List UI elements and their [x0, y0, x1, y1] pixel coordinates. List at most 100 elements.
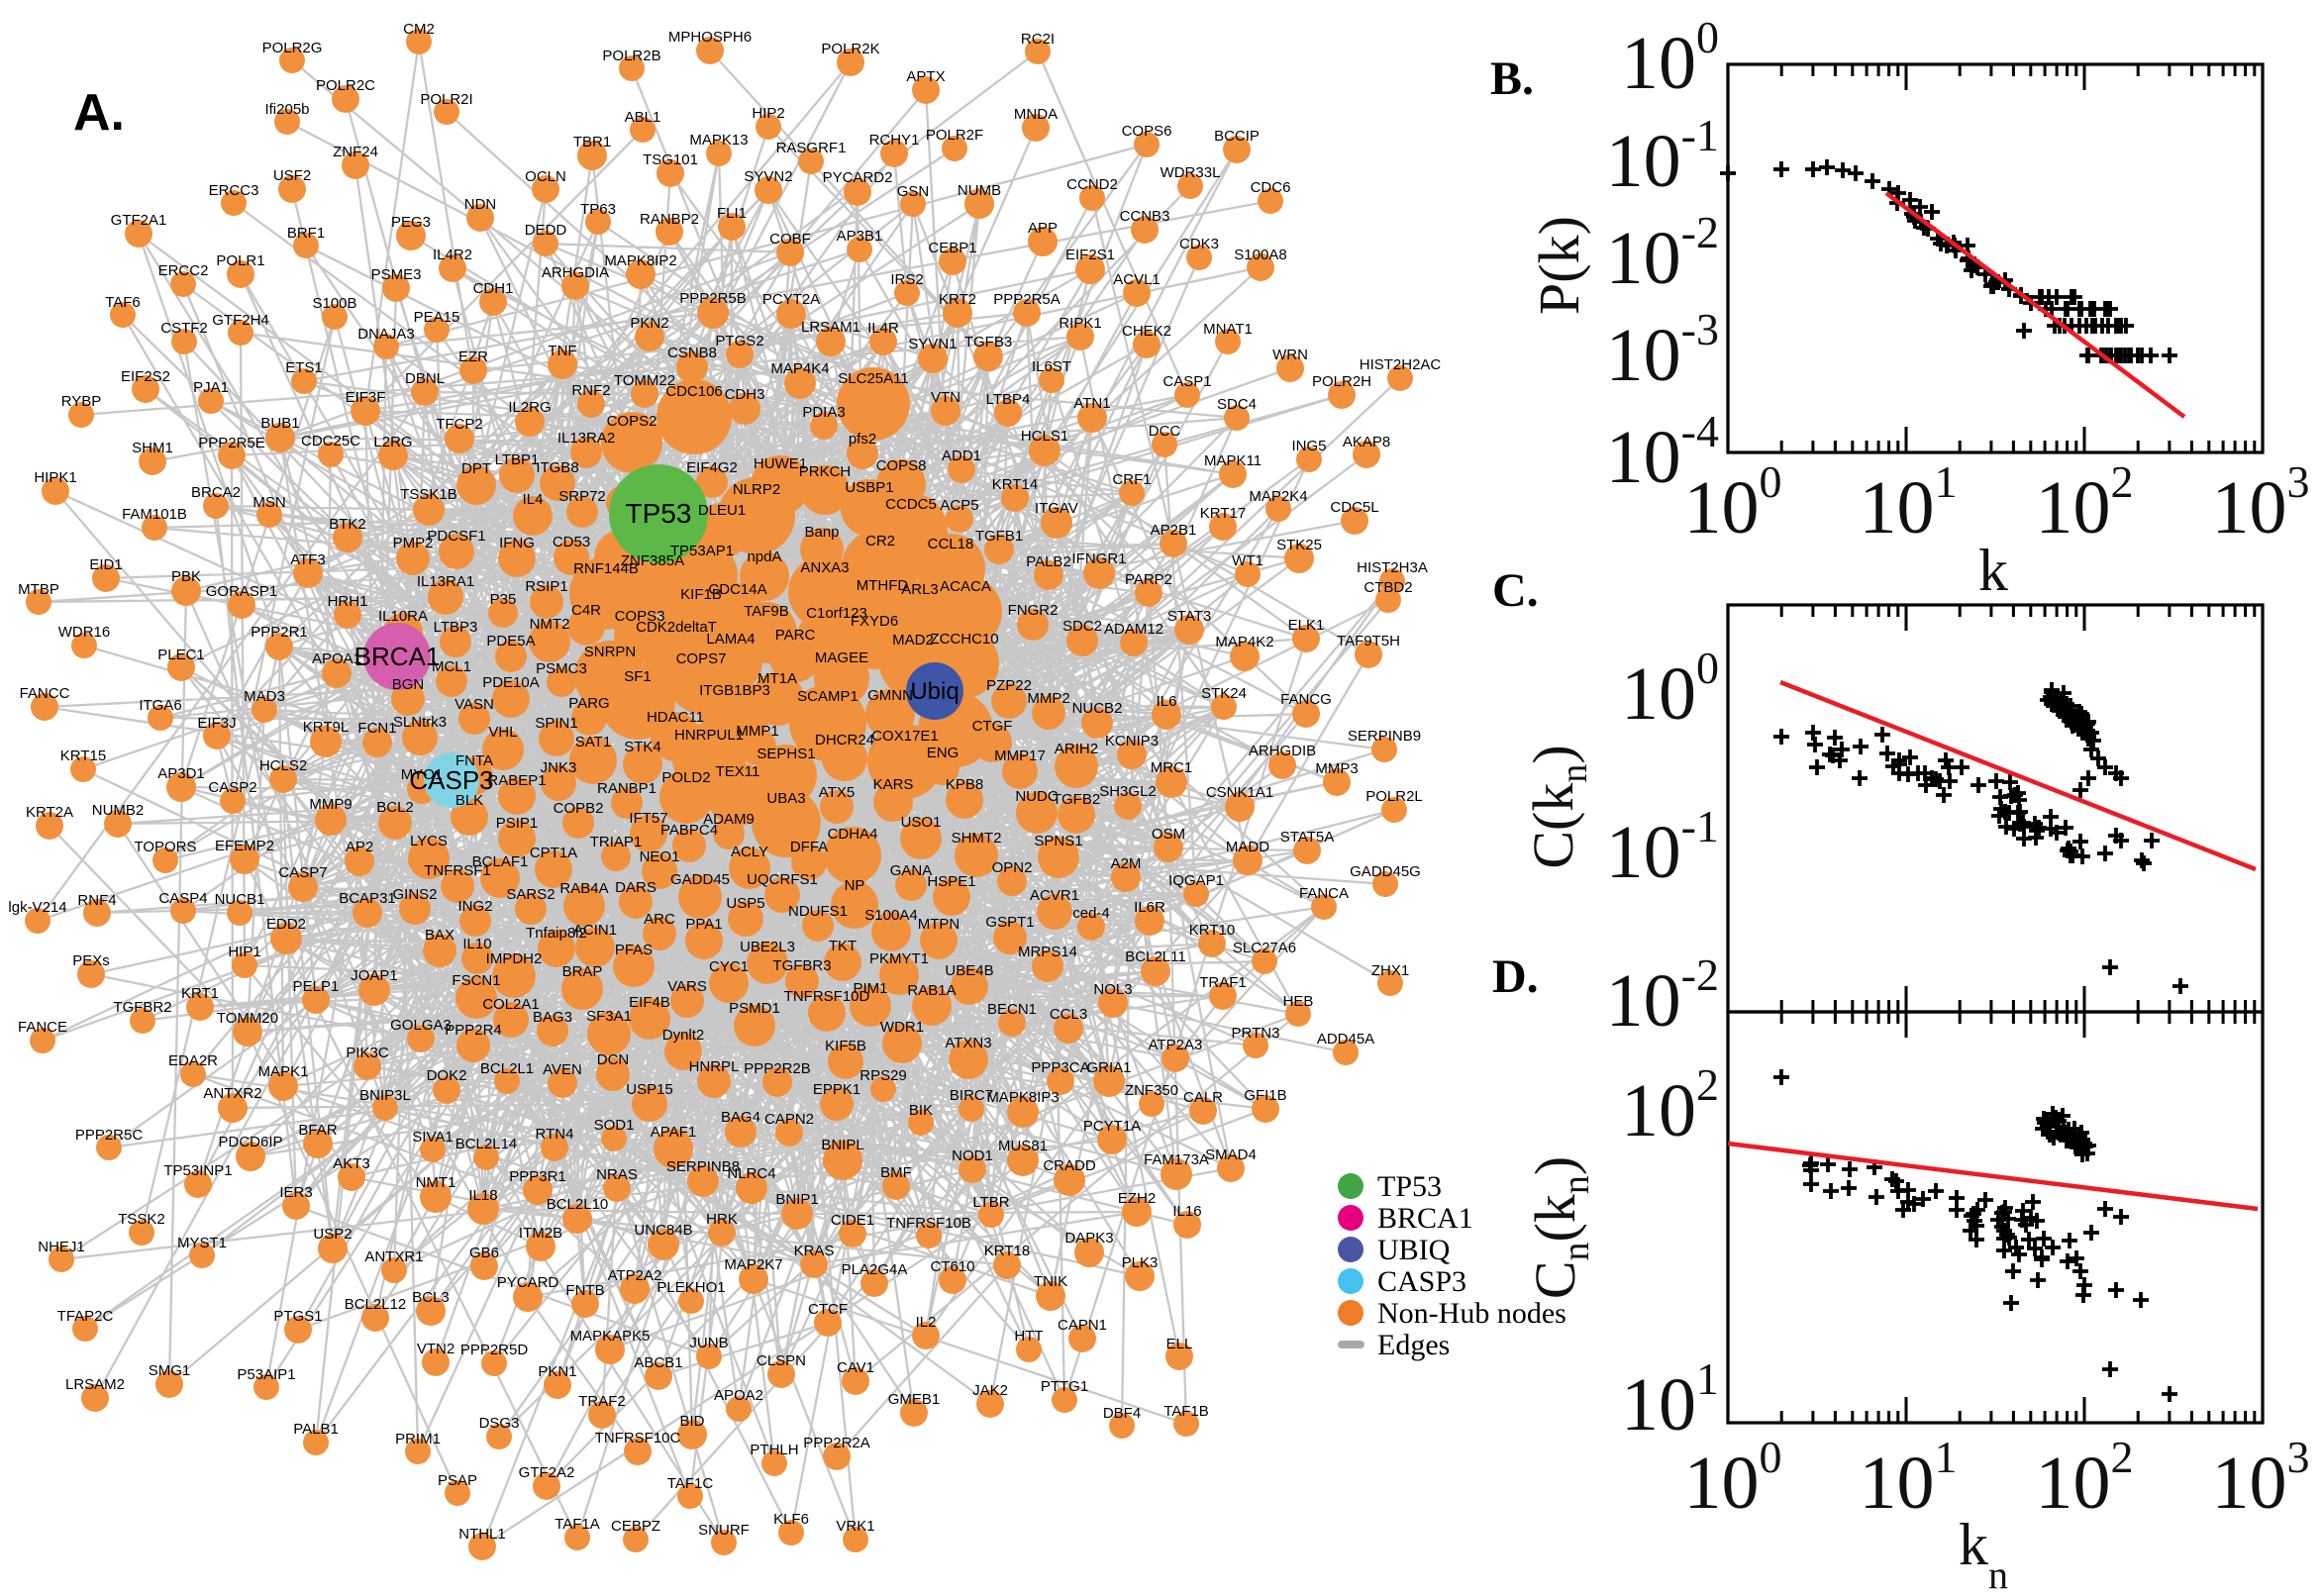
svg-text:CDHA4: CDHA4: [828, 826, 878, 843]
svg-text:ZHX1: ZHX1: [1371, 962, 1409, 979]
svg-text:BNIP3L: BNIP3L: [359, 1087, 411, 1104]
svg-text:NDUFS1: NDUFS1: [788, 903, 848, 920]
svg-text:PELP1: PELP1: [293, 978, 340, 995]
svg-text:CCL3: CCL3: [1050, 1006, 1087, 1023]
svg-text:ATF3: ATF3: [290, 551, 326, 568]
svg-text:SMAD4: SMAD4: [1205, 1147, 1257, 1163]
svg-text:GTF2A2: GTF2A2: [519, 1464, 575, 1481]
svg-text:APTX: APTX: [906, 68, 945, 85]
svg-text:L2RG: L2RG: [373, 434, 412, 450]
svg-text:MAPK13: MAPK13: [689, 132, 748, 149]
svg-text:FANCE: FANCE: [18, 1019, 67, 1036]
svg-text:COPS7: COPS7: [676, 650, 727, 667]
svg-text:WDR16: WDR16: [58, 624, 111, 641]
svg-text:k: k: [1978, 538, 2008, 603]
svg-text:ACVL1: ACVL1: [1113, 271, 1161, 288]
svg-text:ced-4: ced-4: [1072, 905, 1110, 922]
svg-text:RANBP1: RANBP1: [597, 780, 656, 797]
svg-text:TSG101: TSG101: [643, 151, 698, 168]
svg-text:TNFRSF1: TNFRSF1: [424, 862, 491, 879]
svg-text:PSIP1: PSIP1: [496, 815, 539, 832]
svg-text:MNDA: MNDA: [1014, 106, 1058, 123]
svg-text:KCNIP3: KCNIP3: [1105, 733, 1159, 749]
svg-text:MTBP: MTBP: [18, 581, 59, 598]
svg-text:POLR2F: POLR2F: [926, 127, 983, 144]
svg-text:DHCR24: DHCR24: [815, 732, 874, 748]
svg-text:TAF9T5H: TAF9T5H: [1337, 633, 1400, 649]
svg-text:CSTF2: CSTF2: [160, 320, 208, 337]
svg-text:CIDE1: CIDE1: [831, 1212, 874, 1229]
svg-text:GFI1B: GFI1B: [1244, 1087, 1286, 1104]
svg-text:BAG3: BAG3: [533, 1009, 572, 1026]
svg-text:C4R: C4R: [571, 602, 601, 619]
svg-text:BRF1: BRF1: [287, 225, 325, 242]
svg-text:COPS8: COPS8: [876, 457, 927, 474]
svg-text:PALB1: PALB1: [293, 1421, 339, 1438]
svg-text:CDC14A: CDC14A: [708, 581, 766, 598]
svg-text:TAF6: TAF6: [105, 294, 141, 311]
svg-text:KLF6: KLF6: [773, 1511, 809, 1528]
svg-text:PPP2R5B: PPP2R5B: [679, 290, 747, 307]
svg-text:FXYD6: FXYD6: [851, 613, 898, 630]
svg-text:PPA1: PPA1: [685, 916, 722, 933]
svg-text:BCL2: BCL2: [376, 799, 414, 816]
svg-text:TAF1A: TAF1A: [555, 1516, 600, 1533]
svg-text:DPT: DPT: [461, 460, 491, 477]
svg-text:MT1A: MT1A: [758, 670, 797, 687]
svg-text:FSCN1: FSCN1: [452, 972, 500, 989]
svg-text:CDC25C: CDC25C: [301, 433, 360, 449]
svg-text:CEBP1: CEBP1: [928, 240, 976, 256]
svg-text:VTN: VTN: [931, 389, 960, 406]
svg-text:SF1: SF1: [624, 668, 652, 685]
svg-text:POLD2: POLD2: [661, 769, 710, 786]
svg-text:PCYT1A: PCYT1A: [1083, 1118, 1141, 1135]
svg-text:HDAC11: HDAC11: [647, 709, 704, 726]
svg-text:DBF4: DBF4: [1103, 1405, 1141, 1422]
svg-text:GSPT1: GSPT1: [985, 914, 1034, 931]
svg-text:PTTG1: PTTG1: [1041, 1378, 1088, 1395]
svg-text:BCL2L14: BCL2L14: [455, 1136, 518, 1152]
svg-text:DARS: DARS: [615, 879, 656, 896]
svg-text:RTN4: RTN4: [536, 1126, 574, 1143]
svg-text:CCNB3: CCNB3: [1120, 208, 1170, 225]
svg-text:WRN: WRN: [1272, 347, 1308, 363]
svg-text:PDCD6IP: PDCD6IP: [218, 1134, 282, 1150]
svg-text:CASP2: CASP2: [208, 779, 256, 796]
svg-text:VARS: VARS: [667, 978, 707, 995]
svg-text:IFNGR1: IFNGR1: [1071, 550, 1126, 567]
svg-text:BNIPL: BNIPL: [821, 1137, 863, 1153]
svg-text:JAK2: JAK2: [972, 1382, 1008, 1399]
svg-text:EIF2S1: EIF2S1: [1065, 247, 1115, 263]
svg-text:SYVN1: SYVN1: [908, 336, 957, 352]
svg-text:PBK: PBK: [171, 568, 201, 585]
svg-text:MAPK8IP3: MAPK8IP3: [986, 1089, 1059, 1106]
svg-text:SHM1: SHM1: [132, 440, 173, 456]
svg-text:DCC: DCC: [1149, 423, 1181, 440]
svg-text:STAT3: STAT3: [1167, 608, 1211, 625]
svg-text:CDC6: CDC6: [1251, 179, 1291, 196]
svg-text:LTBR: LTBR: [972, 1194, 1009, 1211]
svg-text:IL10: IL10: [462, 936, 491, 952]
svg-text:KRAS: KRAS: [794, 1243, 835, 1259]
svg-text:AKT3: AKT3: [333, 1155, 370, 1172]
svg-text:MUS81: MUS81: [998, 1138, 1048, 1154]
svg-text:PTGS2: PTGS2: [715, 333, 763, 349]
svg-text:RANBP2: RANBP2: [640, 211, 699, 228]
svg-text:BFAR: BFAR: [298, 1122, 337, 1139]
svg-text:OCLN: OCLN: [525, 168, 566, 185]
svg-text:FLI1: FLI1: [717, 205, 747, 222]
svg-text:WDR1: WDR1: [880, 1019, 924, 1036]
svg-text:COPB2: COPB2: [554, 800, 604, 817]
svg-text:IL6ST: IL6ST: [1032, 358, 1071, 375]
svg-text:PPP2R5A: PPP2R5A: [993, 291, 1060, 308]
svg-text:COX17E1: COX17E1: [871, 728, 939, 745]
svg-text:PFAS: PFAS: [615, 942, 653, 958]
svg-text:S100A8: S100A8: [1234, 247, 1286, 263]
svg-text:PCYT2A: PCYT2A: [762, 291, 820, 308]
svg-text:CR2: CR2: [865, 533, 895, 549]
svg-text:IL13RA2: IL13RA2: [557, 430, 615, 447]
svg-text:NOL3: NOL3: [1093, 981, 1132, 998]
svg-text:OPN2: OPN2: [992, 859, 1033, 876]
svg-text:USF2: USF2: [273, 167, 311, 184]
svg-text:SLNtrk3: SLNtrk3: [393, 714, 447, 731]
